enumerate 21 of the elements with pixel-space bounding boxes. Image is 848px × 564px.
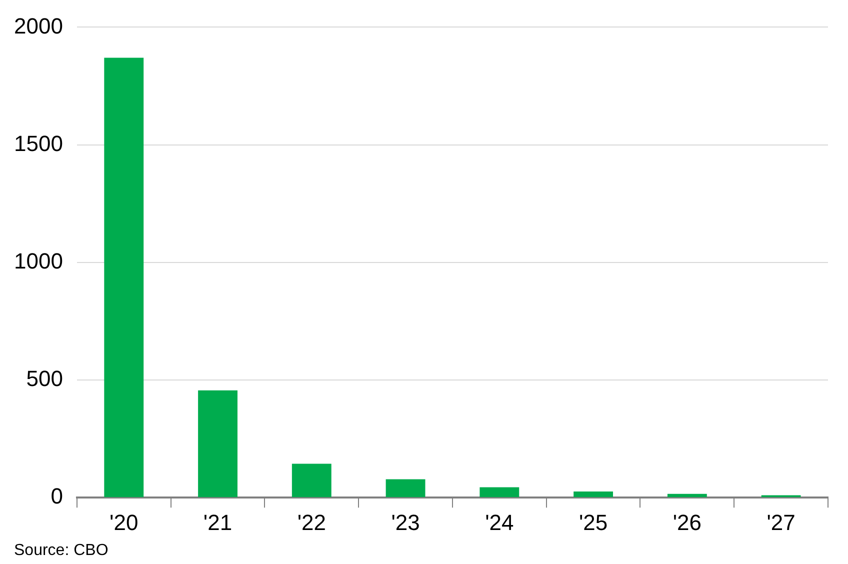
y-tick-label: 1500: [14, 130, 63, 156]
x-tick-label: '26: [672, 510, 702, 535]
bar: [386, 479, 426, 498]
x-tick-label: '27: [766, 510, 796, 535]
x-tick-label: '21: [203, 510, 232, 535]
y-tick-label: 2000: [14, 13, 63, 38]
bar: [198, 390, 238, 498]
bar: [667, 494, 707, 498]
bar: [480, 487, 520, 498]
y-tick-label: 500: [26, 366, 63, 392]
y-tick-label: 0: [50, 484, 63, 509]
bar: [574, 491, 614, 498]
y-tick-label: 1000: [14, 248, 63, 274]
x-tick-label: '20: [110, 510, 138, 535]
source-note: Source: CBO: [14, 542, 108, 560]
bar: [292, 464, 332, 498]
x-tick-label: '25: [578, 510, 608, 535]
x-tick-label: '22: [297, 510, 326, 535]
bar: [104, 58, 144, 498]
x-tick-label: '24: [485, 510, 514, 535]
x-tick-label: '23: [391, 510, 420, 535]
